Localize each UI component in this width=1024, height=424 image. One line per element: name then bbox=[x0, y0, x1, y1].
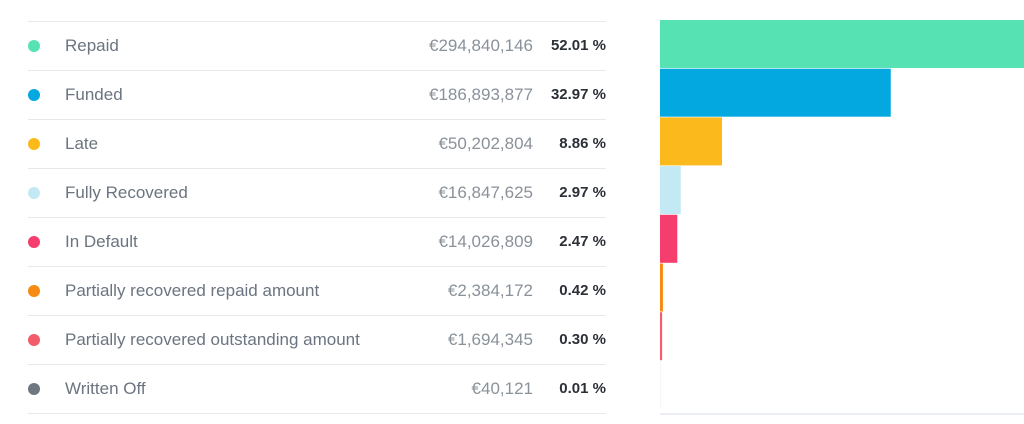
legend-dot-icon bbox=[28, 334, 40, 346]
bar-repaid bbox=[660, 20, 1024, 68]
table-row: Partially recovered outstanding amount €1… bbox=[28, 316, 606, 365]
row-amount: €50,202,804 bbox=[438, 134, 533, 153]
row-amount: €186,893,877 bbox=[429, 85, 533, 104]
row-amount: €40,121 bbox=[471, 379, 533, 398]
table-row: Partially recovered repaid amount €2,384,… bbox=[28, 267, 606, 316]
legend-table: Repaid €294,840,146 52.01 % Funded €186,893,… bbox=[28, 21, 606, 414]
bar-chart bbox=[660, 20, 1024, 415]
row-amount: €16,847,625 bbox=[438, 183, 533, 202]
row-percent: 52.01 % bbox=[550, 37, 606, 54]
row-amount: €1,694,345 bbox=[447, 330, 533, 349]
legend-dot-icon bbox=[28, 383, 40, 395]
table-row: In Default €14,026,809 2.47 % bbox=[28, 218, 606, 267]
table-row: Written Off €40,121 0.01 % bbox=[28, 365, 606, 414]
row-amount: €294,840,146 bbox=[429, 36, 533, 55]
legend-dot-icon bbox=[28, 89, 40, 101]
row-percent: 0.42 % bbox=[559, 282, 606, 299]
legend-dot-icon bbox=[28, 40, 40, 52]
row-label: In Default bbox=[65, 232, 138, 251]
row-label: Funded bbox=[65, 85, 123, 104]
bar-fully-recovered bbox=[660, 166, 681, 215]
legend-dot-icon bbox=[28, 236, 40, 248]
bar-partially-recovered-outstanding-amount bbox=[660, 312, 663, 361]
row-amount: €2,384,172 bbox=[447, 281, 533, 300]
table-row: Late €50,202,804 8.86 % bbox=[28, 120, 606, 169]
bar-funded bbox=[660, 68, 891, 117]
table-row: Funded €186,893,877 32.97 % bbox=[28, 71, 606, 120]
row-label: Fully Recovered bbox=[65, 183, 188, 202]
row-percent: 8.86 % bbox=[559, 135, 606, 152]
row-percent: 2.47 % bbox=[559, 233, 606, 250]
row-label: Written Off bbox=[65, 379, 146, 398]
row-percent: 32.97 % bbox=[550, 86, 606, 103]
row-percent: 0.30 % bbox=[559, 331, 606, 348]
row-label: Partially recovered outstanding amount bbox=[65, 330, 360, 349]
legend-dot-icon bbox=[28, 285, 40, 297]
bar-chart-svg bbox=[660, 20, 1024, 415]
row-label: Repaid bbox=[65, 36, 119, 55]
table-row: Fully Recovered €16,847,625 2.97 % bbox=[28, 169, 606, 218]
bar-partially-recovered-repaid-amount bbox=[660, 263, 663, 312]
bar-late bbox=[660, 117, 723, 166]
bar-in-default bbox=[660, 214, 678, 263]
legend-dot-icon bbox=[28, 138, 40, 150]
legend-dot-icon bbox=[28, 187, 40, 199]
row-label: Late bbox=[65, 134, 99, 153]
row-label: Partially recovered repaid amount bbox=[65, 281, 320, 300]
row-percent: 0.01 % bbox=[559, 380, 606, 397]
table-row: Repaid €294,840,146 52.01 % bbox=[28, 22, 606, 71]
row-percent: 2.97 % bbox=[559, 184, 606, 201]
row-amount: €14,026,809 bbox=[438, 232, 533, 251]
